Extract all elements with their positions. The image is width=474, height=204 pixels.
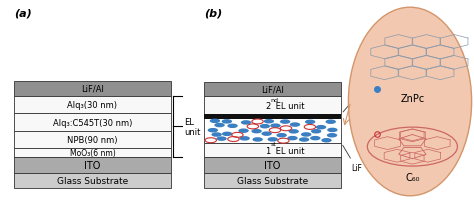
Circle shape: [311, 129, 321, 134]
Circle shape: [264, 119, 274, 124]
Circle shape: [238, 129, 249, 133]
Bar: [14, 149, 171, 157]
Circle shape: [289, 130, 299, 134]
Text: Alq₃:C545T(30 nm): Alq₃:C545T(30 nm): [53, 118, 132, 127]
Bar: [204, 97, 341, 114]
Bar: [204, 114, 341, 143]
Circle shape: [251, 129, 262, 134]
Bar: [14, 96, 171, 114]
Bar: [204, 83, 341, 97]
Circle shape: [301, 133, 311, 137]
Bar: [204, 173, 341, 188]
Text: MoO₃(6 nm): MoO₃(6 nm): [70, 149, 115, 157]
Text: ZnPc: ZnPc: [400, 94, 425, 104]
Bar: [14, 157, 171, 173]
Circle shape: [321, 138, 332, 143]
Bar: [14, 114, 171, 131]
Bar: [14, 173, 171, 188]
Text: C₆₀: C₆₀: [405, 172, 419, 182]
Text: LiF: LiF: [343, 145, 362, 173]
Circle shape: [267, 137, 278, 142]
Bar: [14, 82, 171, 96]
Text: ITO: ITO: [84, 160, 100, 170]
Text: st: st: [270, 142, 276, 147]
Text: LiF/Al: LiF/Al: [81, 84, 104, 93]
Bar: [14, 131, 171, 149]
Text: (b): (b): [204, 8, 222, 18]
Circle shape: [260, 124, 270, 129]
Text: NPB(90 nm): NPB(90 nm): [67, 135, 118, 144]
Circle shape: [262, 132, 272, 136]
Text: ITO: ITO: [264, 160, 281, 170]
Circle shape: [208, 128, 218, 133]
Circle shape: [222, 120, 232, 124]
Circle shape: [290, 123, 300, 127]
Text: nd: nd: [270, 97, 278, 102]
Text: EL unit: EL unit: [273, 146, 304, 155]
Circle shape: [276, 133, 287, 138]
Text: Glass Substrate: Glass Substrate: [57, 176, 128, 185]
Circle shape: [305, 120, 315, 124]
Circle shape: [216, 137, 227, 141]
Circle shape: [222, 132, 232, 136]
Bar: [204, 157, 341, 173]
Text: 2: 2: [265, 101, 270, 110]
Text: MoO₃: MoO₃: [343, 87, 371, 112]
Circle shape: [327, 133, 337, 138]
Circle shape: [270, 124, 281, 128]
Circle shape: [228, 124, 238, 129]
Text: Alq₃(30 nm): Alq₃(30 nm): [67, 100, 118, 109]
Circle shape: [241, 121, 251, 125]
Circle shape: [326, 120, 336, 124]
Bar: [204, 143, 341, 157]
Circle shape: [211, 133, 222, 137]
Circle shape: [214, 123, 225, 128]
Text: EL
unit: EL unit: [184, 117, 201, 136]
Circle shape: [327, 128, 337, 133]
Bar: [204, 114, 341, 119]
Circle shape: [299, 138, 310, 142]
Text: 1: 1: [265, 146, 270, 155]
Circle shape: [210, 119, 220, 123]
Ellipse shape: [348, 8, 472, 196]
Circle shape: [239, 136, 250, 141]
Text: EL unit: EL unit: [273, 101, 304, 110]
Circle shape: [287, 136, 298, 141]
Text: (a): (a): [14, 8, 32, 18]
Text: Glass Substrate: Glass Substrate: [237, 176, 308, 185]
Circle shape: [253, 137, 263, 142]
Text: LiF/Al: LiF/Al: [261, 85, 284, 94]
Circle shape: [316, 125, 326, 130]
Circle shape: [280, 120, 291, 124]
Circle shape: [310, 136, 320, 141]
